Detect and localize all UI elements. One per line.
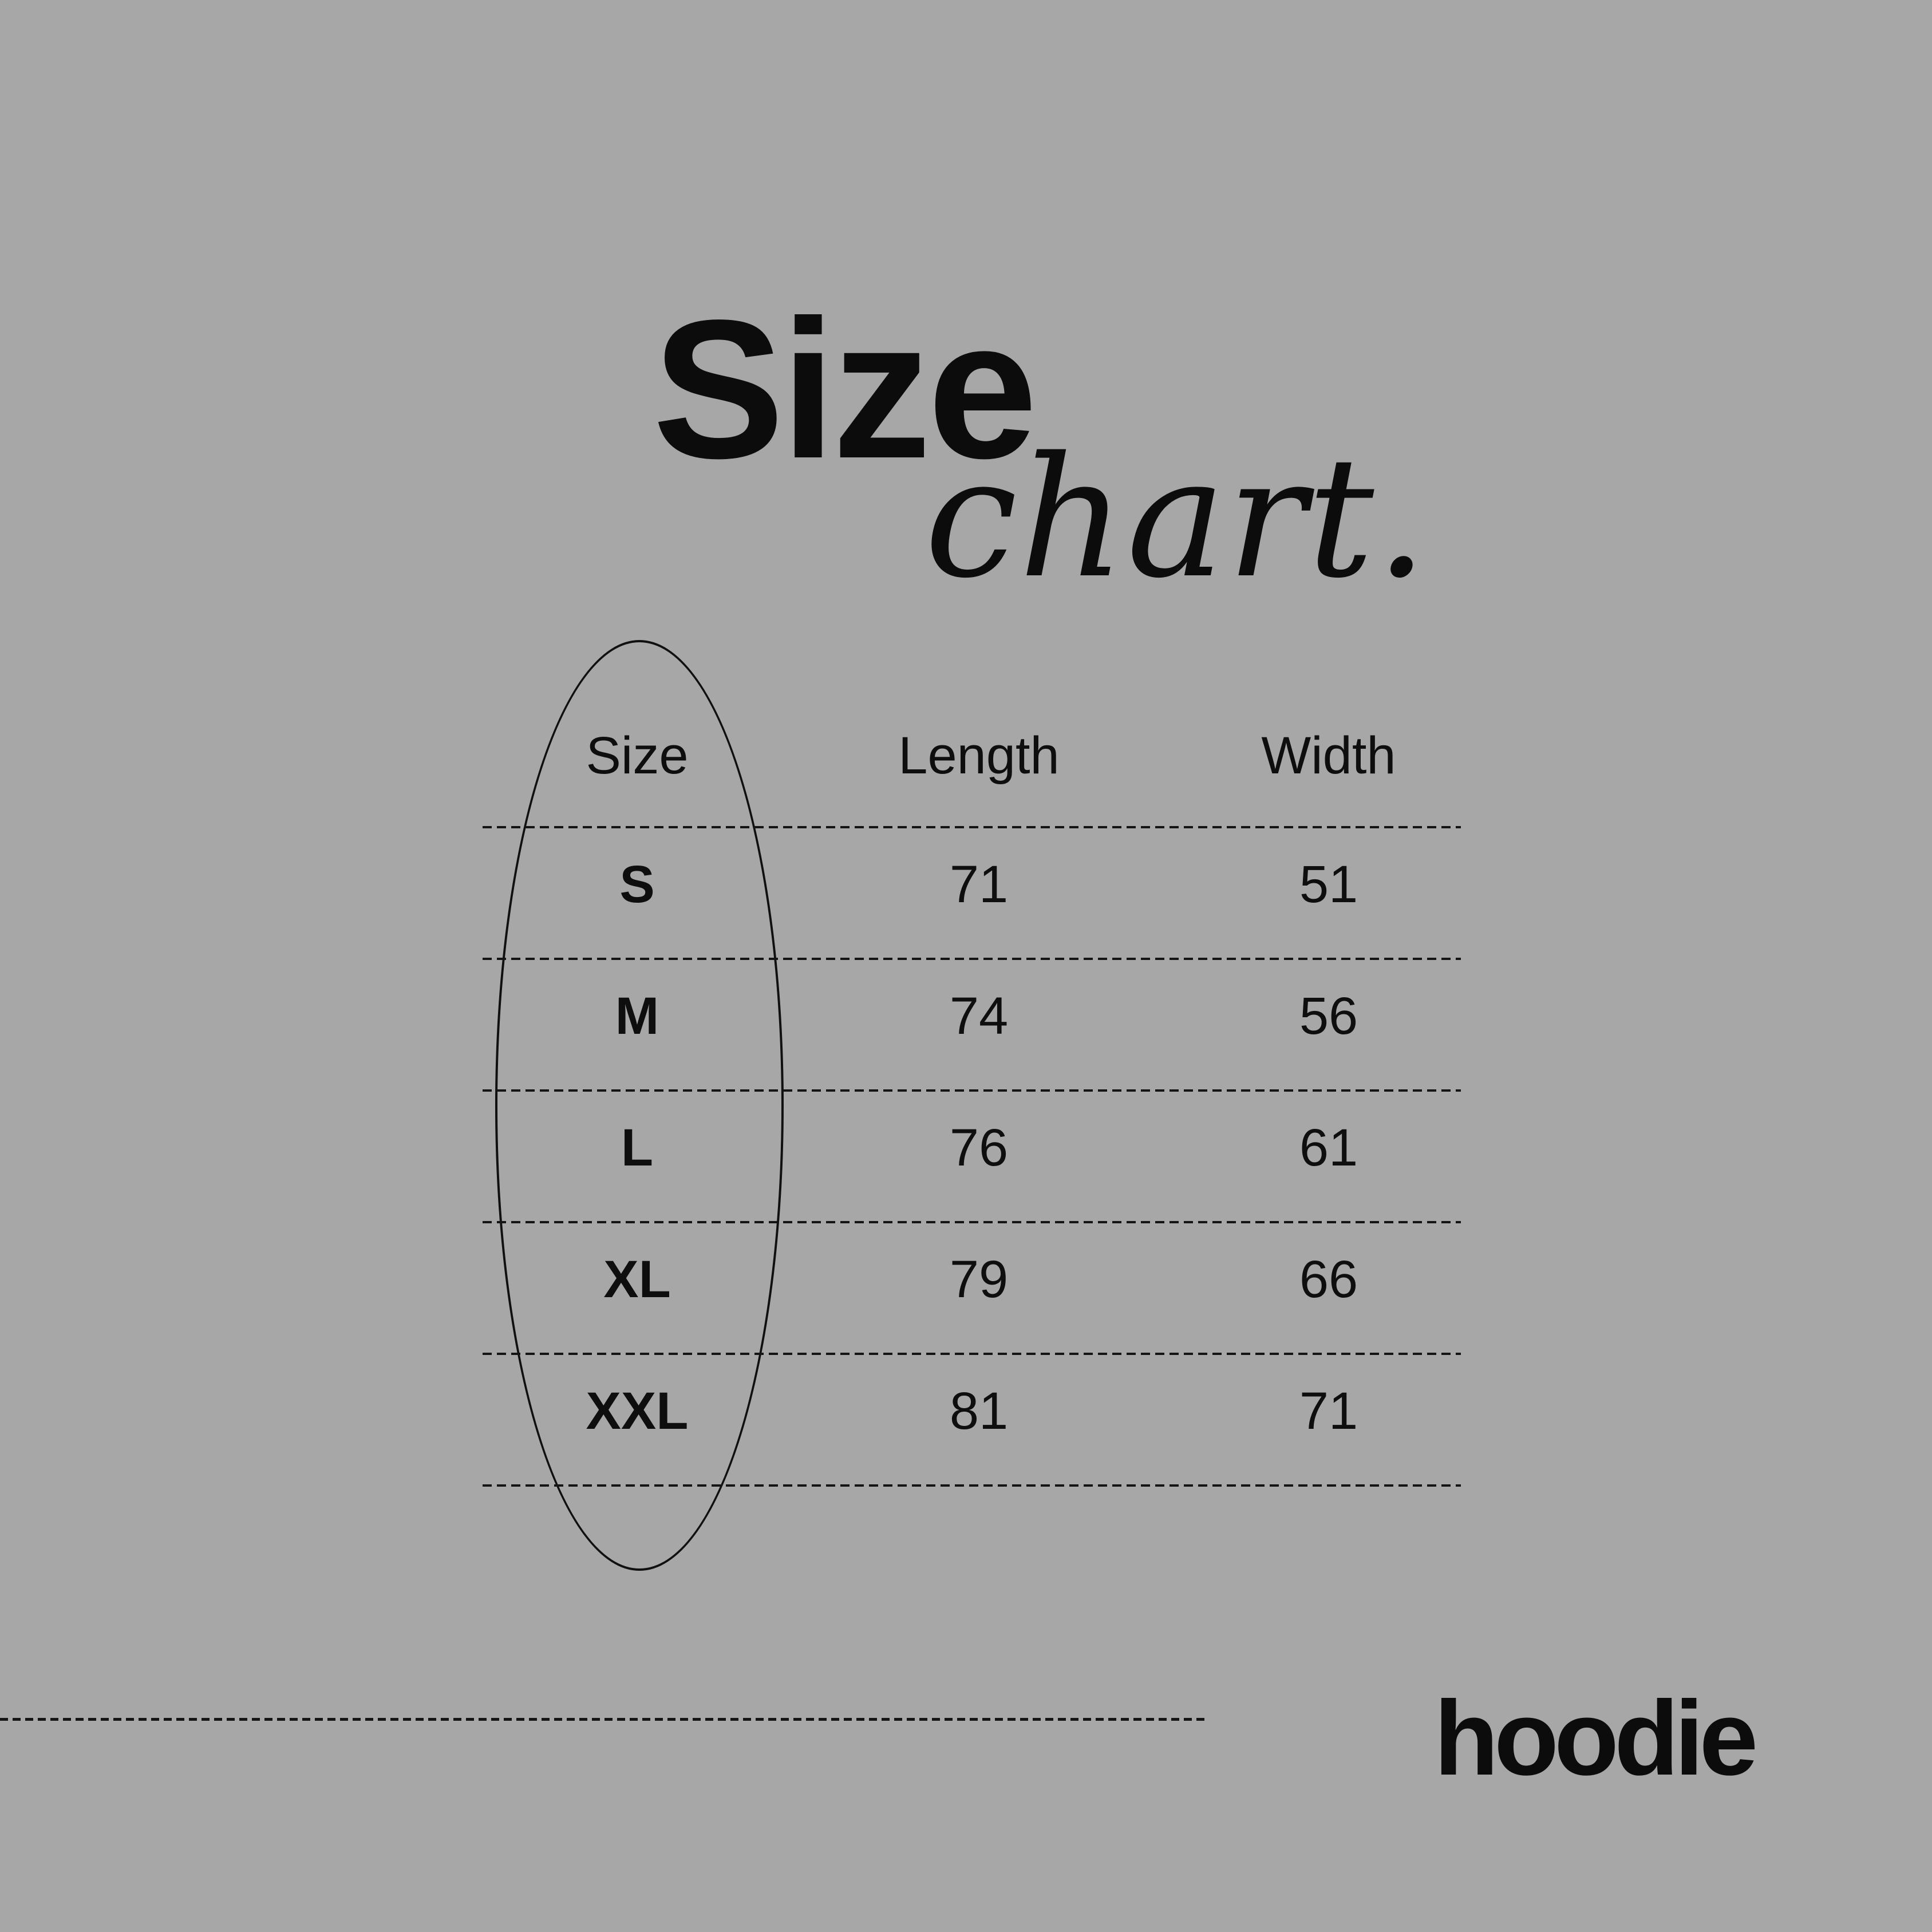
row-divider [483,958,1461,960]
width-cell: 61 [1299,1119,1358,1177]
table-row: XL 79 66 [483,1253,1461,1306]
size-cell: S [619,855,655,914]
size-cell: M [615,987,659,1045]
width-cell: 71 [1299,1382,1358,1440]
size-cell: XXL [586,1382,689,1440]
column-header-width: Width [1261,726,1396,785]
row-divider [483,1353,1461,1355]
table-row: L 76 61 [483,1121,1461,1174]
row-divider [483,1484,1461,1487]
size-cell: XL [603,1250,671,1309]
width-cell: 56 [1299,987,1358,1045]
length-cell: 79 [949,1250,1009,1309]
row-divider [483,1221,1461,1223]
width-cell: 66 [1299,1250,1358,1309]
table-row: XXL 81 71 [483,1385,1461,1437]
length-cell: 81 [949,1382,1009,1440]
title-main: Size [653,279,1037,500]
table-row: M 74 56 [483,990,1461,1042]
table-row: S 71 51 [483,858,1461,911]
row-divider [483,826,1461,828]
width-cell: 51 [1299,855,1358,914]
length-cell: 74 [949,987,1009,1045]
table-header-row: Size Length Width [483,729,1461,782]
brand-label: hoodie [1434,1680,1758,1797]
length-cell: 71 [949,855,1009,914]
title-script: chart. [924,422,1429,615]
length-cell: 76 [949,1119,1009,1177]
footer-divider [0,1718,1206,1721]
row-divider [483,1089,1461,1092]
size-cell: L [621,1119,654,1177]
column-header-length: Length [898,726,1060,785]
size-column-ellipse-annotation [495,640,784,1571]
column-header-size: Size [586,726,689,785]
